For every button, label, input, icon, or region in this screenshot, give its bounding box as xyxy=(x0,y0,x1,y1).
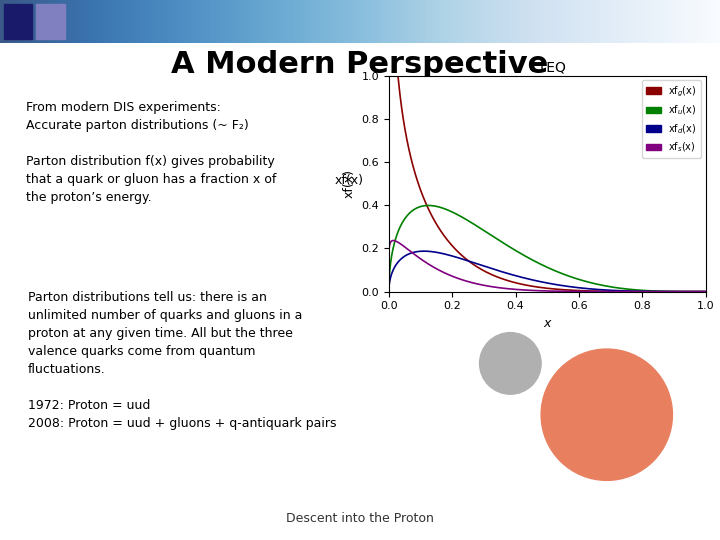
Bar xyxy=(36,4,65,39)
Text: Descent into the Proton: Descent into the Proton xyxy=(286,512,434,525)
X-axis label: x: x xyxy=(544,317,551,330)
Circle shape xyxy=(541,349,672,481)
Text: 26: 26 xyxy=(667,509,686,523)
Text: A Modern Perspective: A Modern Perspective xyxy=(171,50,549,79)
Bar xyxy=(4,4,32,39)
Title: CTEQ: CTEQ xyxy=(528,60,566,75)
Text: xf(x): xf(x) xyxy=(335,174,364,187)
Y-axis label: xf(x): xf(x) xyxy=(343,169,356,198)
Text: Parton distributions tell us: there is an
unlimited number of quarks and gluons : Parton distributions tell us: there is a… xyxy=(28,291,336,430)
Circle shape xyxy=(480,333,541,394)
Legend: xf$_g$(x), xf$_u$(x), xf$_d$(x), xf$_s$(x): xf$_g$(x), xf$_u$(x), xf$_d$(x), xf$_s$(… xyxy=(642,80,701,158)
Text: From modern DIS experiments:
Accurate parton distributions (~ F₂)

Parton distri: From modern DIS experiments: Accurate pa… xyxy=(26,100,276,204)
